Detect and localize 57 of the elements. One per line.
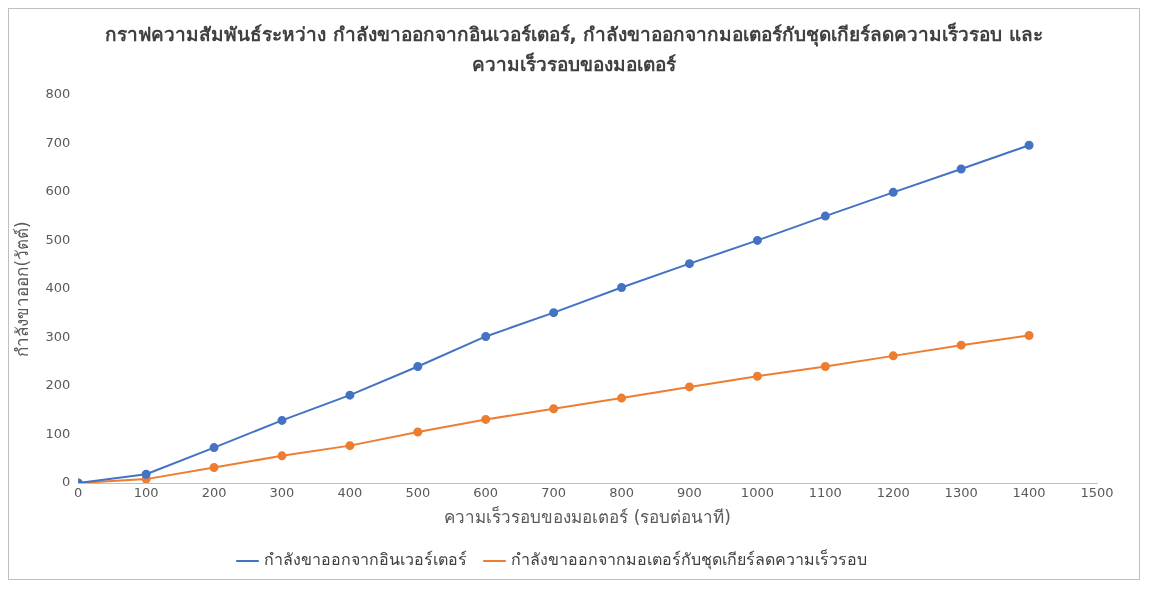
point: [1024, 140, 1034, 150]
x-axis-title: ความเร็วรอบของมอเตอร์ (รอบต่อนาที): [444, 506, 731, 528]
y-tick-label: 800: [45, 86, 71, 102]
x-tick-label: 1300: [944, 485, 978, 501]
legend-label: กำลังขาออกจากมอเตอร์กับชุดเกียร์ลดความเร็วรอบ: [510, 549, 867, 571]
y-tick-label: 200: [45, 377, 71, 393]
point: [413, 427, 423, 437]
point: [956, 164, 966, 174]
x-tick-label: 500: [405, 485, 431, 501]
point: [481, 331, 491, 341]
point: [888, 187, 898, 197]
point: [209, 443, 219, 453]
point: [1024, 330, 1034, 340]
y-tick-label: 100: [45, 425, 71, 441]
point: [617, 393, 627, 403]
point: [345, 390, 355, 400]
y-axis-title: กำลังขาออก(วัตต์): [11, 221, 32, 357]
x-tick-label: 600: [473, 485, 499, 501]
y-tick-label: 300: [45, 328, 71, 344]
x-tick-label: 700: [541, 485, 567, 501]
y-tick-label: 0: [61, 474, 71, 490]
point: [684, 259, 694, 269]
legend-label: กำลังขาออกจากอินเวอร์เตอร์: [263, 550, 467, 570]
point: [413, 362, 423, 372]
y-tick-label: 700: [45, 134, 71, 150]
x-tick-label: 1500: [1080, 485, 1114, 501]
point: [277, 415, 287, 425]
point: [141, 469, 151, 479]
x-tick-label: 900: [677, 485, 702, 501]
point: [549, 308, 559, 318]
chart-title: กราฟความสัมพันธ์ระหว่าง กำลังขาออกจากอินเวอร์เตอร์, กำลังขาออกจากมอเตอร์กับชุดเกียร์ลดความเร็วรอบ และ ความเร็วรอบของมอเตอร์: [103, 21, 1045, 77]
point: [956, 340, 966, 350]
x-tick-label: 400: [337, 485, 363, 501]
point: [549, 404, 559, 414]
x-tick-label: 200: [201, 485, 227, 501]
y-tick-label: 400: [45, 280, 71, 296]
point: [345, 441, 355, 451]
point: [277, 451, 287, 461]
point: [617, 282, 627, 292]
x-tick-label: 1400: [1012, 485, 1046, 501]
x-tick-label: 1200: [876, 485, 910, 501]
point: [820, 211, 830, 221]
y-tick-label: 500: [45, 231, 71, 247]
x-tick-label: 300: [269, 485, 295, 501]
x-tick-label: 800: [609, 485, 634, 501]
point: [752, 235, 762, 245]
point: [481, 414, 491, 424]
point: [752, 371, 762, 381]
x-tick-label: 1100: [808, 485, 842, 501]
x-tick-label: 1000: [740, 485, 774, 501]
x-tick-label: 100: [133, 485, 159, 501]
point: [684, 382, 694, 392]
y-tick-label: 600: [45, 183, 71, 199]
point: [888, 351, 898, 361]
x-tick-label: 0: [74, 485, 83, 501]
point: [820, 362, 830, 372]
point: [209, 462, 219, 472]
